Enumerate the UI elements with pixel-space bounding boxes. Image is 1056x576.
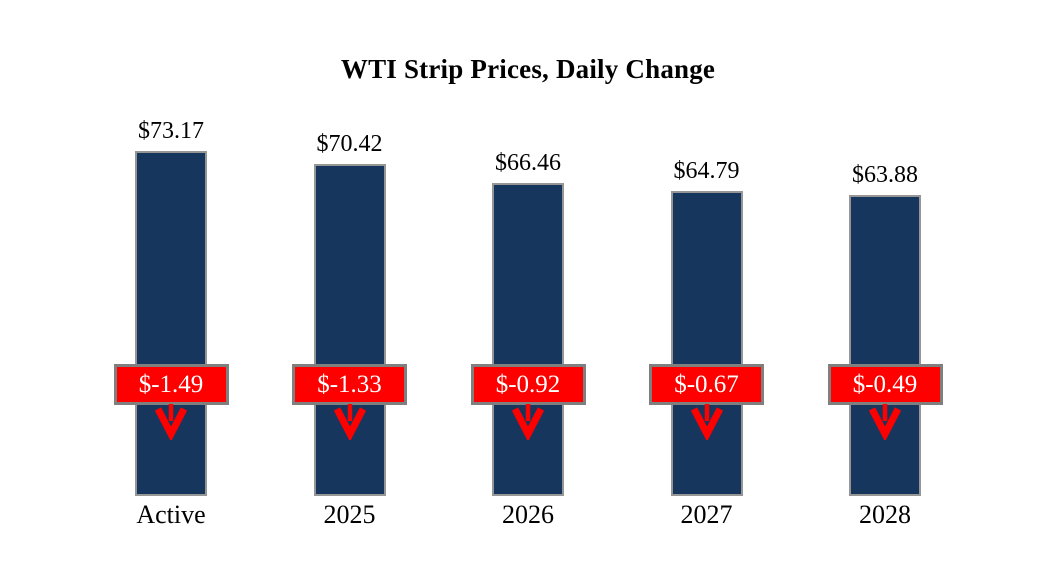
down-arrow-icon (154, 404, 188, 440)
down-arrow-icon (690, 404, 723, 440)
change-badge: $-0.92 (470, 364, 586, 405)
change-badge: $-1.33 (292, 364, 407, 405)
change-badge: $-0.49 (827, 364, 943, 405)
category-label: Active (136, 500, 206, 529)
bar-value-label: $63.88 (852, 162, 918, 189)
bar-value-label: $66.46 (495, 149, 561, 176)
change-badge: $-1.49 (113, 364, 229, 405)
category-label: 2025 (323, 500, 376, 529)
bar-value-label: $70.42 (316, 131, 383, 158)
chart-title: WTI Strip Prices, Daily Change (340, 54, 716, 84)
down-arrow-icon (868, 404, 902, 440)
bar-value-label: $64.79 (673, 157, 740, 184)
bar (313, 164, 386, 496)
bar (492, 182, 564, 496)
down-arrow-icon (511, 404, 545, 440)
down-arrow-icon (333, 404, 366, 440)
category-label: 2026 (502, 500, 554, 529)
bar (670, 190, 743, 496)
bar-value-label: $73.17 (138, 118, 204, 145)
bar (849, 195, 921, 496)
category-label: 2028 (859, 500, 911, 529)
category-label: 2027 (680, 500, 733, 529)
change-badge: $-0.67 (649, 364, 764, 405)
bar (135, 151, 207, 496)
